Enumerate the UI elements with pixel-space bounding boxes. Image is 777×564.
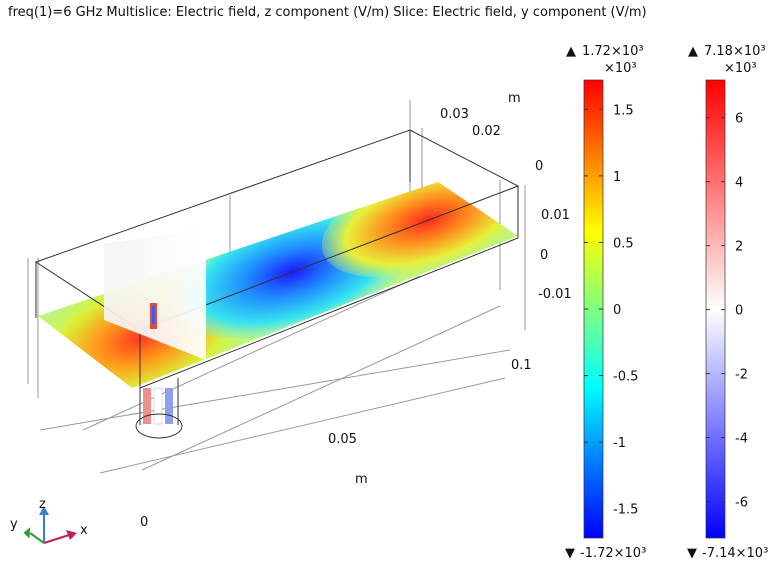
colorbar-ey-max-label: 7.18×10³	[704, 44, 766, 59]
x-axis-unit: m	[355, 472, 368, 487]
colorbar-ey-tick-label: 6	[735, 112, 743, 127]
triad-x-label: x	[80, 523, 88, 538]
colorbar-ey-tick-label: -4	[735, 432, 748, 447]
plot-title: freq(1)=6 GHz Multislice: Electric field…	[8, 5, 647, 20]
x-tick-2: 0.05	[328, 432, 357, 447]
colorbar-ez-multiplier: ×10³	[604, 61, 637, 76]
x-tick-3: 0.1	[511, 358, 532, 373]
colorbar-ez-max-label: 1.72×10³	[582, 44, 644, 59]
colorbar-ey-scale	[705, 79, 726, 539]
colorbar-ey-tick-label: 4	[735, 176, 743, 191]
triad-y-label: y	[10, 517, 18, 532]
colorbar-ez-tick-label: -0.5	[613, 370, 638, 385]
colorbar-ez-max-marker: ▲	[566, 44, 576, 59]
colorbar-ey-tick-label: -6	[735, 496, 748, 511]
z-tick-3: 0	[540, 248, 548, 263]
colorbar-ey-tick-label: -2	[735, 368, 748, 383]
slice-plane	[104, 228, 206, 360]
axis-triad: z x y	[10, 497, 88, 544]
colorbar-ez-tick-label: 0.5	[613, 236, 634, 251]
colorbar-ey: ▲ 7.18×10³ ×10³ 6 4 2 0 -2 -4 -6 ▼ -7.14×10³	[687, 44, 768, 561]
colorbar-ez-tick-label: -1	[613, 436, 626, 451]
z-tick-2: 0.01	[541, 208, 570, 223]
y-axis-unit: m	[508, 91, 521, 106]
colorbar-ey-multiplier: ×10³	[724, 61, 757, 76]
colorbar-ez-min-marker: ▼	[565, 546, 575, 561]
z-tick-1: 0	[535, 159, 543, 174]
y-tick-2: 0.02	[472, 124, 501, 139]
triad-z-label: z	[39, 497, 46, 512]
colorbar-ey-tick-label: 0	[735, 304, 743, 319]
colorbar-ez-tick-label: 1	[613, 170, 621, 185]
colorbar-ez-tick-label: -1.5	[613, 503, 638, 518]
colorbar-ez: ▲ 1.72×10³ ×10³ 1.5 1 0.5 0 -0.5 -1 -1.5 ▼ -1.…	[565, 44, 646, 561]
colorbar-ez-min-label: -1.72×10³	[580, 546, 646, 561]
coax-feed	[135, 378, 183, 439]
colorbar-ey-min-label: -7.14×10³	[702, 546, 768, 561]
z-tick-4: -0.01	[538, 287, 572, 302]
colorbar-ey-tick-label: 2	[735, 240, 743, 255]
x-tick-1: 0	[140, 515, 148, 530]
colorbar-ez-tick-label: 1.5	[613, 103, 634, 118]
colorbar-ez-tick-label: 0	[613, 303, 621, 318]
colorbar-ey-max-marker: ▲	[688, 44, 698, 59]
colorbar-ey-min-marker: ▼	[687, 546, 697, 561]
y-tick-1: 0.03	[440, 107, 469, 122]
